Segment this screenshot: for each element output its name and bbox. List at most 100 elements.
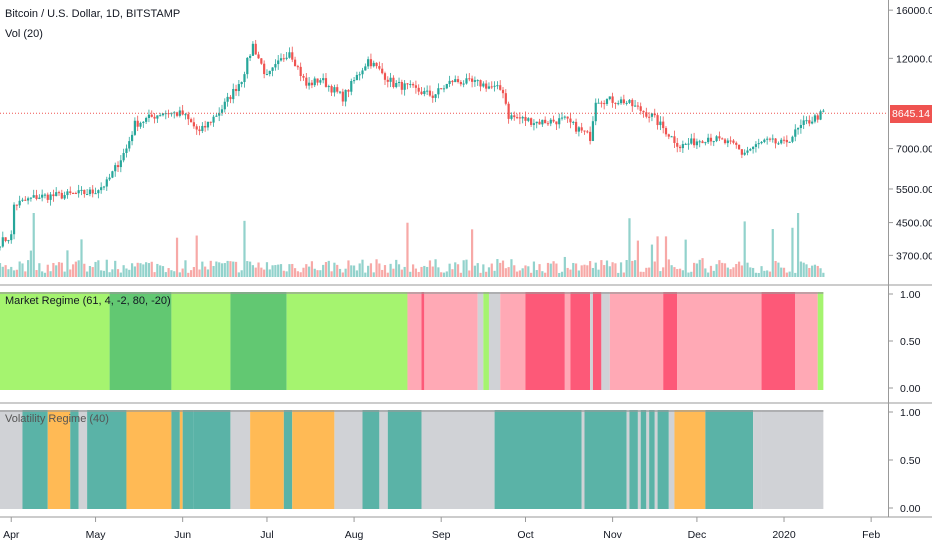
volume-bar [760, 266, 763, 277]
price-panel[interactable] [0, 39, 888, 277]
volume-bar [468, 270, 471, 277]
candle-body [386, 79, 389, 82]
volume-bar [417, 271, 420, 277]
volume-bar [249, 261, 252, 277]
volume-bar [209, 260, 212, 277]
candle-body [799, 124, 802, 129]
volume-bar [60, 262, 63, 277]
volume-bar [709, 265, 713, 277]
volume-bar [600, 260, 603, 277]
candle-body [431, 95, 434, 98]
candle-body [254, 43, 257, 55]
regime-segment-mid [657, 410, 669, 509]
volume-bar [1, 266, 4, 277]
candle-body [653, 113, 656, 116]
candle-body [678, 146, 682, 149]
regime-segment-low [637, 410, 641, 509]
candle-body [71, 192, 75, 194]
volume-bar [32, 213, 35, 277]
volume-bar [293, 268, 297, 277]
candle-body [145, 117, 148, 122]
candle-body [499, 85, 502, 90]
time-tick-label: 2020 [772, 529, 796, 541]
volume-bar [10, 266, 13, 277]
regime-segment-high [179, 410, 183, 509]
candle-body [560, 117, 564, 119]
candle-body [628, 99, 631, 103]
candle-body [350, 80, 353, 92]
regime-segment-strong_bear [570, 292, 591, 390]
candle-body [161, 113, 165, 116]
candle-body [822, 110, 825, 112]
candle-body [277, 60, 280, 65]
volume-bar [378, 263, 381, 277]
candle-body [485, 83, 488, 89]
volume-bar [27, 260, 30, 277]
candle-body [558, 118, 561, 125]
candle-body [813, 115, 817, 122]
volume-bar [577, 270, 580, 277]
candle-body [583, 130, 586, 132]
candle-body [100, 187, 103, 191]
candle-body [395, 83, 398, 88]
candle-body [209, 121, 212, 123]
regime-segment-neutral [488, 292, 501, 390]
volatility-regime-panel[interactable] [0, 410, 824, 509]
volume-bar [308, 266, 311, 277]
candle-body [198, 129, 201, 132]
candle-body [597, 102, 600, 104]
candle-body [766, 138, 769, 140]
volume-bar [324, 262, 328, 277]
regime-segment-mid [494, 410, 582, 509]
time-tick-label: Jul [260, 529, 273, 541]
volume-bar [440, 272, 443, 277]
regime-segment-bear [500, 292, 526, 390]
volume-bar [678, 268, 682, 277]
volume-bar [768, 271, 772, 277]
candle-body [260, 58, 263, 64]
regime-segment-bear [424, 292, 478, 390]
volume-bar [319, 270, 322, 277]
regime-segment-mid [705, 410, 754, 509]
volume-bar [358, 263, 361, 277]
candle-body [510, 115, 513, 119]
volume-bar [701, 258, 704, 277]
candle-body [74, 193, 77, 195]
regime-segment-mid [171, 410, 180, 509]
volume-bar [355, 270, 358, 277]
candle-body [352, 80, 356, 82]
volume-bar [403, 266, 406, 277]
candle-body [782, 139, 786, 141]
regime-segment-mid [362, 410, 380, 509]
volume-bar [395, 259, 398, 277]
volume-bar [586, 265, 589, 277]
volume-bar [490, 263, 493, 277]
volume-bar [38, 263, 41, 277]
volume-bar [206, 269, 210, 277]
volume-bar [153, 272, 156, 277]
volume-bar [265, 262, 269, 277]
candle-body [521, 116, 524, 119]
candle-body [381, 68, 384, 74]
regime-segment-strong_bull [109, 292, 172, 390]
regime-segment-strong_bear [592, 292, 602, 390]
candle-body [496, 85, 499, 87]
volume-bar [535, 270, 538, 277]
regime-segment-bear [609, 292, 664, 390]
candle-body [324, 78, 328, 87]
candle-body [333, 87, 336, 93]
volume-bar [285, 271, 288, 277]
candle-body [476, 80, 479, 82]
volume-bar [150, 261, 153, 277]
volume-bar [515, 271, 519, 277]
volume-bar [555, 263, 558, 277]
volume-bar [41, 271, 44, 277]
candle-body [24, 199, 27, 201]
time-tick-label: Sep [432, 529, 451, 541]
market-regime-panel[interactable] [0, 292, 824, 390]
volume-bar [445, 271, 448, 277]
candle-body [617, 103, 620, 105]
candle-body [181, 110, 184, 115]
candle-body [544, 119, 547, 124]
